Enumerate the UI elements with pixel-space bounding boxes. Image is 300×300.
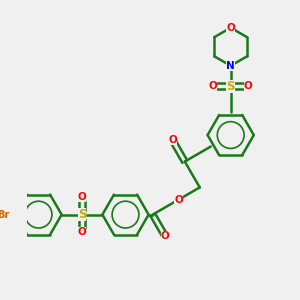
Text: O: O [160, 231, 169, 241]
Text: S: S [226, 80, 235, 93]
Text: O: O [174, 195, 183, 205]
Text: O: O [226, 23, 235, 33]
Text: O: O [78, 192, 86, 202]
Text: O: O [168, 135, 177, 146]
Text: O: O [78, 227, 86, 237]
Text: Br: Br [0, 210, 9, 220]
Text: O: O [244, 81, 253, 91]
Text: O: O [208, 81, 217, 91]
Text: S: S [78, 208, 86, 221]
Text: N: N [226, 61, 235, 71]
